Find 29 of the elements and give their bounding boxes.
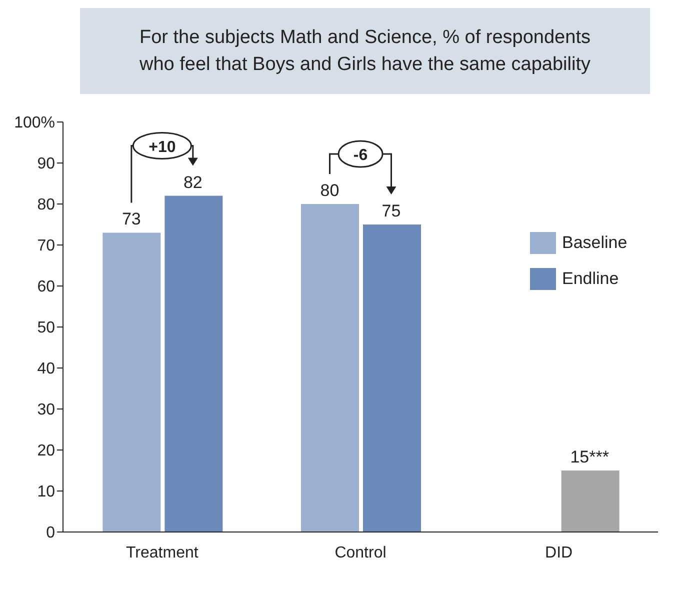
y-tick-label: 60 <box>37 278 56 296</box>
bar <box>301 204 359 532</box>
y-tick-label: 80 <box>37 196 56 214</box>
x-tick-label: DID <box>545 544 573 562</box>
annotation: -6 <box>353 147 368 164</box>
y-tick-label: 0 <box>46 524 56 542</box>
y-tick-label: 20 <box>37 442 56 460</box>
bar <box>102 232 161 532</box>
bar <box>561 470 620 532</box>
x-tick-label: Treatment <box>126 544 199 562</box>
y-tick-label: 50 <box>37 320 56 337</box>
chart-title: For the subjects Math and Science, % of respondents who feel that Boys and Girls have the same capability <box>138 26 592 77</box>
data-label: 80 <box>320 181 340 200</box>
y-tick-label: 100% <box>14 114 55 132</box>
x-tick-label: Control <box>334 544 386 562</box>
data-label: 73 <box>122 210 141 229</box>
data-label: 82 <box>183 172 202 192</box>
y-tick-label: 40 <box>37 360 56 378</box>
legend-label: Baseline <box>562 233 628 253</box>
y-tick-label: 30 <box>37 402 56 419</box>
annotation: +10 <box>148 138 176 156</box>
data-label: 75 <box>382 202 401 220</box>
legend-label: Endline <box>562 269 619 289</box>
y-tick-label: 10 <box>37 484 56 501</box>
bar <box>363 224 421 532</box>
y-tick-label: 90 <box>37 156 56 173</box>
bar <box>164 196 223 532</box>
data-label: 15*** <box>570 448 610 466</box>
y-tick-label: 70 <box>37 238 56 255</box>
